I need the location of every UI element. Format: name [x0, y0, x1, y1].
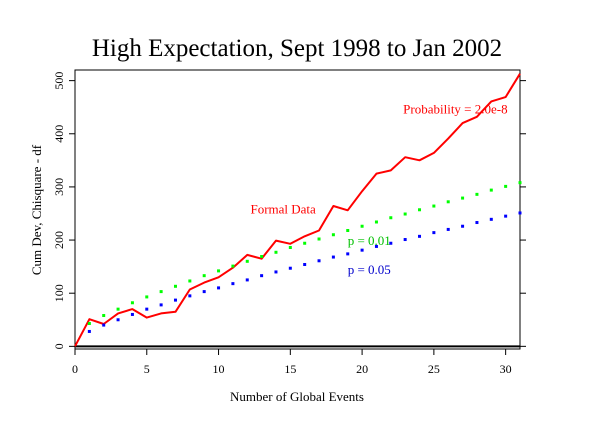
data-point-p-0-05	[504, 214, 508, 218]
y-tick-label: 500	[52, 72, 66, 90]
data-point-p-0-01	[87, 321, 91, 325]
data-point-p-0-01	[403, 212, 407, 216]
x-tick-label: 15	[284, 362, 296, 376]
data-point-p-0-05	[260, 274, 264, 278]
data-point-p-0-05	[188, 294, 192, 298]
y-tick-label: 300	[52, 178, 66, 196]
annotation-probability: Probability = 2.0e-8	[403, 102, 507, 117]
data-point-p-0-01	[260, 255, 264, 259]
data-point-p-0-05	[145, 307, 149, 311]
data-point-p-0-05	[173, 298, 177, 302]
data-point-p-0-05	[518, 211, 522, 215]
data-point-p-0-01	[173, 284, 177, 288]
data-point-p-0-01	[389, 216, 393, 220]
data-point-p-0-01	[245, 259, 249, 263]
data-point-p-0-01	[116, 307, 120, 311]
data-point-p-0-01	[346, 228, 350, 232]
data-point-p-0-05	[475, 221, 479, 225]
data-point-p-0-05	[102, 323, 106, 327]
chart-title: High Expectation, Sept 1998 to Jan 2002	[92, 35, 502, 62]
data-point-p-0-05	[303, 263, 307, 267]
annotation-formal-data: Formal Data	[250, 201, 316, 216]
data-point-p-0-01	[130, 301, 134, 305]
data-point-p-0-01	[446, 200, 450, 204]
data-point-p-0-01	[331, 233, 335, 237]
data-point-p-0-01	[475, 192, 479, 196]
data-point-p-0-01	[518, 181, 522, 185]
data-point-p-0-05	[489, 217, 493, 221]
data-point-p-0-05	[418, 234, 422, 238]
data-point-p-0-05	[130, 312, 134, 316]
plot-frame	[74, 69, 521, 350]
x-tick-label: 5	[144, 362, 150, 376]
data-point-p-0-05	[360, 248, 364, 252]
annotations: Probability = 2.0e-8 Formal Data p = 0.01 p…	[250, 102, 507, 277]
y-tick-label: 100	[52, 284, 66, 302]
data-point-p-0-05	[374, 244, 378, 248]
data-point-p-0-01	[159, 290, 163, 294]
data-point-p-0-01	[303, 241, 307, 245]
data-point-p-0-05	[116, 318, 120, 322]
data-point-p-0-05	[331, 255, 335, 259]
annotation-p05: p = 0.05	[348, 262, 391, 277]
data-point-p-0-05	[346, 252, 350, 256]
plot-area	[74, 73, 522, 348]
data-point-p-0-05	[159, 303, 163, 307]
y-axis-label: Cum Dev, Chisquare - df	[29, 144, 44, 275]
data-point-p-0-01	[145, 295, 149, 299]
y-tick-label: 400	[52, 125, 66, 143]
data-point-p-0-01	[432, 204, 436, 208]
data-point-p-0-01	[217, 269, 221, 273]
data-point-p-0-05	[389, 241, 393, 245]
x-tick-label: 20	[356, 362, 368, 376]
data-point-p-0-05	[231, 282, 235, 286]
data-point-p-0-01	[489, 188, 493, 192]
data-point-p-0-05	[288, 266, 292, 270]
data-point-p-0-01	[317, 237, 321, 241]
x-tick-label: 10	[213, 362, 225, 376]
data-point-p-0-01	[202, 274, 206, 278]
x-tick-label: 0	[72, 362, 78, 376]
data-point-p-0-05	[432, 231, 436, 235]
y-tick-label: 200	[52, 231, 66, 249]
data-point-p-0-05	[274, 270, 278, 274]
data-point-p-0-05	[317, 259, 321, 263]
data-point-p-0-01	[288, 245, 292, 249]
annotation-p01: p = 0.01	[348, 233, 391, 248]
data-point-p-0-01	[274, 250, 278, 254]
data-point-p-0-05	[202, 290, 206, 294]
data-point-p-0-01	[360, 224, 364, 228]
data-point-p-0-01	[418, 208, 422, 212]
y-tick-label: 0	[52, 343, 66, 349]
data-point-p-0-05	[87, 329, 91, 333]
data-point-p-0-05	[245, 278, 249, 282]
data-point-p-0-01	[188, 279, 192, 283]
x-tick-label: 25	[428, 362, 440, 376]
x-tick-label: 30	[500, 362, 512, 376]
data-point-p-0-05	[217, 286, 221, 290]
x-axis-label: Number of Global Events	[230, 389, 364, 404]
data-point-p-0-01	[504, 184, 508, 188]
data-point-p-0-01	[461, 196, 465, 200]
data-point-p-0-05	[403, 238, 407, 242]
data-point-p-0-01	[231, 264, 235, 268]
series-line-formal-data	[74, 73, 521, 347]
data-point-p-0-01	[102, 314, 106, 318]
data-point-p-0-01	[374, 220, 378, 224]
data-point-p-0-05	[461, 224, 465, 228]
data-point-p-0-05	[446, 227, 450, 231]
